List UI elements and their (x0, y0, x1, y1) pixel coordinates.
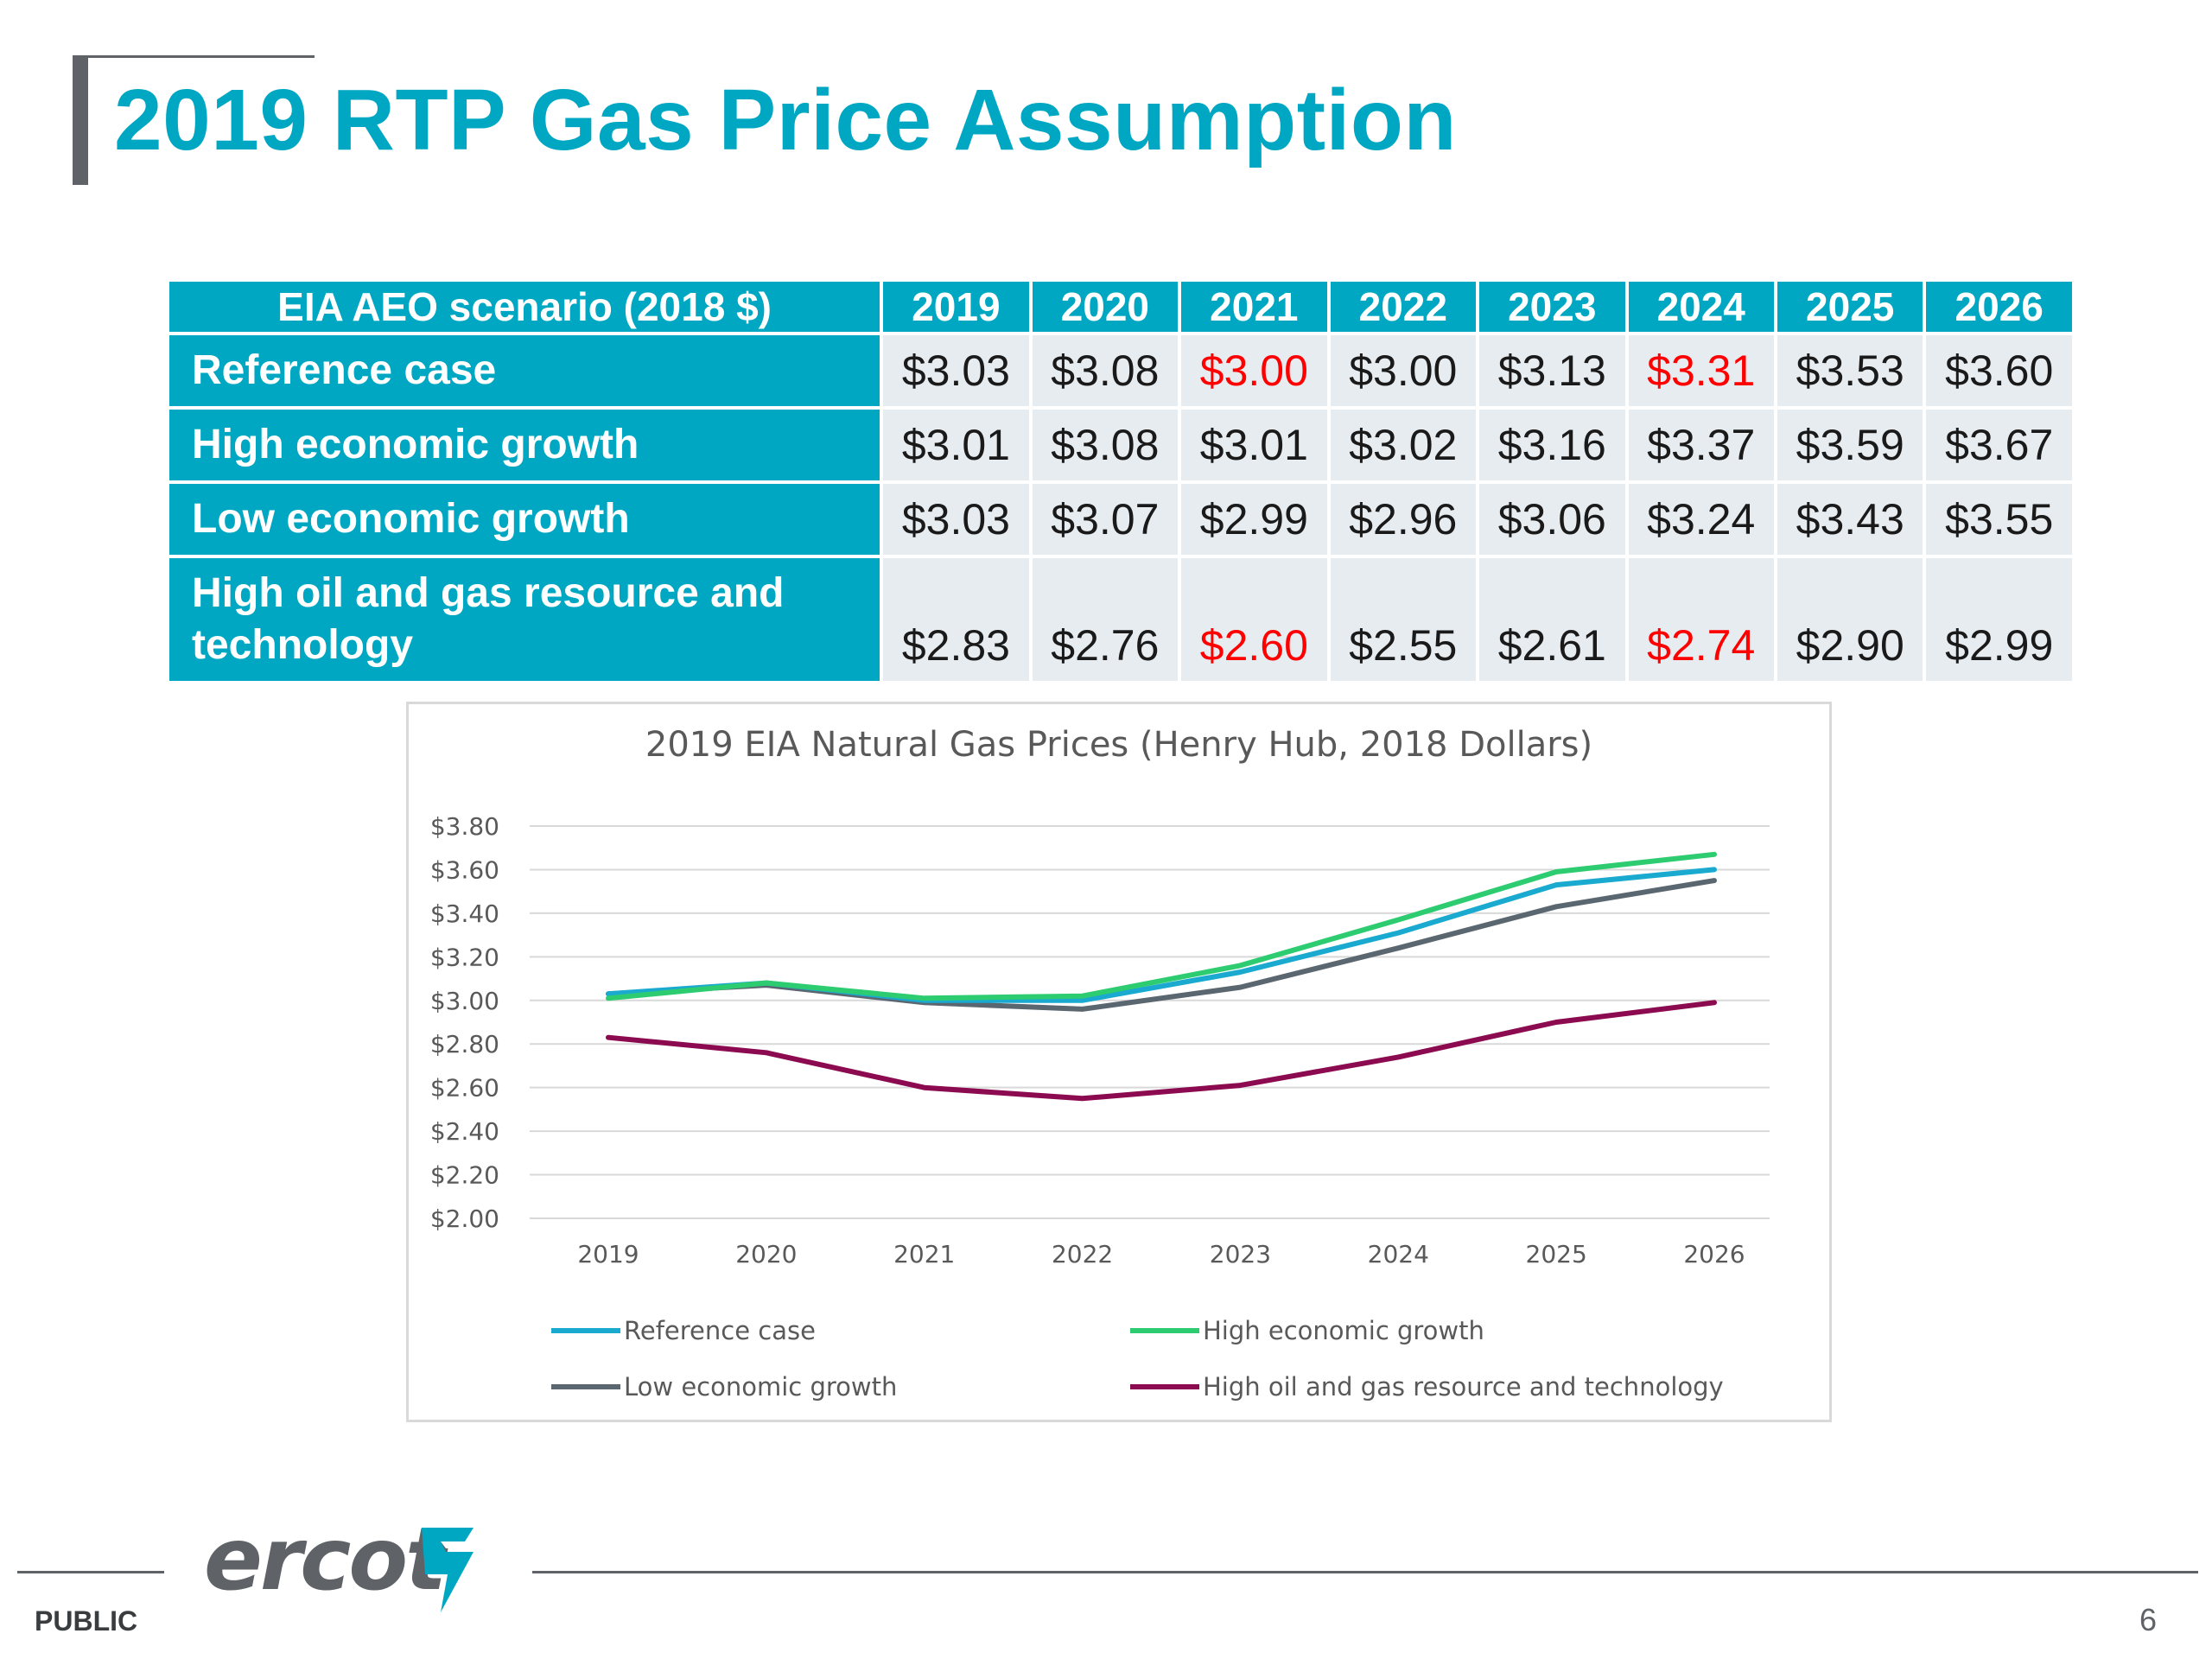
chart-container: 2019 EIA Natural Gas Prices (Henry Hub, … (406, 702, 1832, 1422)
table-cell-price: $3.37 (1628, 410, 1774, 480)
table-header-year: 2020 (1032, 282, 1179, 332)
table-cell-price: $3.60 (1926, 335, 2072, 406)
y-tick-label: $2.20 (430, 1161, 499, 1190)
y-tick-label: $3.00 (430, 987, 499, 1015)
table-cell-price: $3.59 (1777, 410, 1923, 480)
footer-rule-left (17, 1571, 164, 1573)
x-tick-label: 2025 (1526, 1240, 1587, 1268)
page-number: 6 (2139, 1602, 2157, 1637)
table-cell-price: $3.43 (1777, 484, 1923, 555)
table-row: High economic growth $3.01 $3.08 $3.01 $3.02… (169, 410, 2072, 480)
table-row-label: High economic growth (169, 410, 880, 480)
table-header-year: 2024 (1628, 282, 1774, 332)
title-accent-rule (73, 55, 315, 58)
x-tick-label: 2019 (577, 1240, 639, 1268)
ercot-logo: ercot (204, 1509, 447, 1610)
table-cell-price: $3.07 (1032, 484, 1179, 555)
y-tick-label: $2.60 (430, 1074, 499, 1103)
x-tick-label: 2026 (1683, 1240, 1745, 1268)
table-cell-price: $2.60 (1181, 558, 1327, 681)
table-row-label: High oil and gas resource and technology (169, 558, 880, 681)
chart-title: 2019 EIA Natural Gas Prices (Henry Hub, … (645, 725, 1592, 765)
table-cell-price: $3.24 (1628, 484, 1774, 555)
table-cell-price: $2.96 (1330, 484, 1477, 555)
table-cell-price: $3.00 (1330, 335, 1477, 406)
x-tick-label: 2023 (1210, 1240, 1271, 1268)
table-cell-price: $3.16 (1479, 410, 1625, 480)
series-line (606, 1000, 1717, 1102)
table-cell-price: $2.55 (1330, 558, 1477, 681)
y-tick-label: $2.00 (430, 1205, 499, 1233)
ercot-logo-mark-icon (422, 1528, 474, 1612)
x-tick-label: 2020 (735, 1240, 797, 1268)
table-cell-price: $3.08 (1032, 335, 1179, 406)
table-row: Low economic growth $3.03 $3.07 $2.99 $2.96 $… (169, 484, 2072, 555)
table-cell-price: $3.01 (883, 410, 1029, 480)
table-row: High oil and gas resource and technology… (169, 558, 2072, 681)
line-chart: 2019 EIA Natural Gas Prices (Henry Hub, … (430, 725, 1770, 1402)
table-row: Reference case $3.03 $3.08 $3.00 $3.00 $3.13 $… (169, 335, 2072, 406)
table-cell-price: $2.99 (1926, 558, 2072, 681)
table-cell-price: $3.01 (1181, 410, 1327, 480)
table-header-row: EIA AEO scenario (2018 $) 2019 2020 2021… (169, 282, 2072, 332)
legend-label: High oil and gas resource and technology (1203, 1372, 1724, 1402)
y-tick-label: $2.40 (430, 1117, 499, 1146)
x-tick-label: 2024 (1368, 1240, 1429, 1268)
footer-rule-right (532, 1571, 2198, 1573)
table-cell-price: $3.67 (1926, 410, 2072, 480)
table-header-year: 2022 (1330, 282, 1477, 332)
table-cell-price: $3.13 (1479, 335, 1625, 406)
y-tick-label: $2.80 (430, 1030, 499, 1058)
table-cell-price: $3.55 (1926, 484, 2072, 555)
legend-label: Reference case (624, 1316, 816, 1345)
footer-public-label: PUBLIC (35, 1605, 138, 1637)
series-line (606, 878, 1717, 1012)
table-cell-price: $3.31 (1628, 335, 1774, 406)
table-header-scenario: EIA AEO scenario (2018 $) (169, 282, 880, 332)
table-cell-price: $3.53 (1777, 335, 1923, 406)
table-row-label: Low economic growth (169, 484, 880, 555)
table-cell-price: $2.61 (1479, 558, 1625, 681)
price-table: EIA AEO scenario (2018 $) 2019 2020 2021… (166, 278, 2075, 684)
table-cell-price: $2.99 (1181, 484, 1327, 555)
table-cell-price: $2.90 (1777, 558, 1923, 681)
legend-label: High economic growth (1203, 1316, 1484, 1345)
table-cell-price: $3.00 (1181, 335, 1327, 406)
slide-title: 2019 RTP Gas Price Assumption (114, 72, 1458, 168)
table-cell-price: $3.03 (883, 484, 1029, 555)
y-tick-label: $3.40 (430, 899, 499, 928)
table-cell-price: $2.83 (883, 558, 1029, 681)
table-row-label: Reference case (169, 335, 880, 406)
table-cell-price: $2.74 (1628, 558, 1774, 681)
y-tick-label: $3.60 (430, 855, 499, 884)
table-cell-price: $3.06 (1479, 484, 1625, 555)
table-cell-price: $3.03 (883, 335, 1029, 406)
series-line (606, 851, 1717, 1001)
table-cell-price: $2.76 (1032, 558, 1179, 681)
table-header-year: 2023 (1479, 282, 1625, 332)
legend-label: Low economic growth (624, 1372, 897, 1402)
table-cell-price: $3.08 (1032, 410, 1179, 480)
title-accent-bar (73, 55, 88, 185)
table-header-year: 2026 (1926, 282, 2072, 332)
table-header-year: 2019 (883, 282, 1029, 332)
table-header-year: 2021 (1181, 282, 1327, 332)
table-body: Reference case $3.03 $3.08 $3.00 $3.00 $3.13 $… (169, 335, 2072, 681)
x-tick-label: 2021 (893, 1240, 955, 1268)
x-tick-label: 2022 (1052, 1240, 1113, 1268)
table-header-year: 2025 (1777, 282, 1923, 332)
y-tick-label: $3.80 (430, 812, 499, 841)
y-tick-label: $3.20 (430, 943, 499, 971)
table-cell-price: $3.02 (1330, 410, 1477, 480)
